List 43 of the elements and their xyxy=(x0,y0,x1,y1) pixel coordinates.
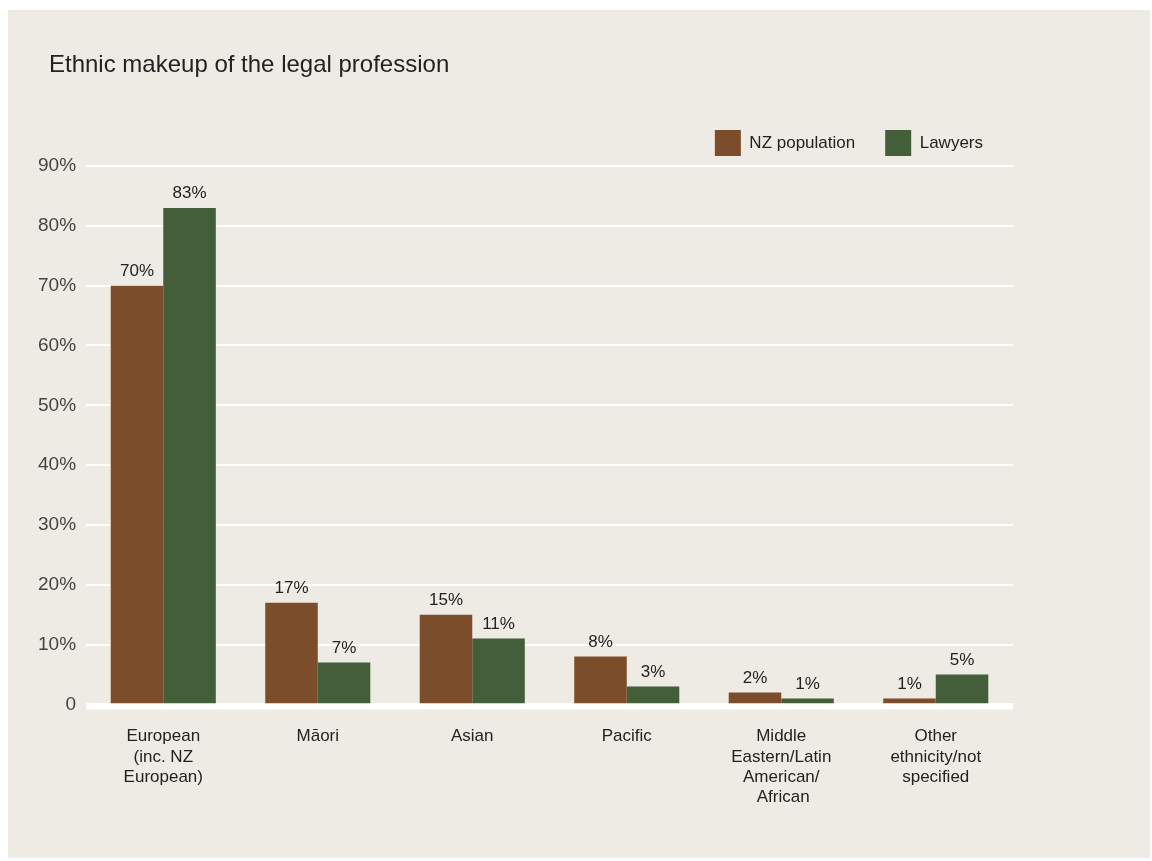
bar xyxy=(728,692,782,704)
text: 1% xyxy=(897,673,922,693)
text: 7% xyxy=(331,637,357,657)
x-tick-label: Asian xyxy=(451,726,494,746)
y-tick-label: 30% xyxy=(38,513,77,535)
text: 5% xyxy=(949,649,975,669)
y-tick-label: 50% xyxy=(38,393,77,415)
x-tick-label: Māori xyxy=(296,726,340,746)
y-tick-label: 60% xyxy=(38,333,77,355)
x-tick-label: European (inc. NZ European) xyxy=(123,726,203,787)
x-tick-label: Pacific xyxy=(601,726,653,746)
y-tick-label: 70% xyxy=(38,273,77,295)
bar xyxy=(626,686,680,704)
text: 83% xyxy=(172,183,207,203)
text: 70% xyxy=(120,260,155,280)
bar xyxy=(472,638,525,704)
x-tick-label: Other ethnicity/not specified xyxy=(890,726,982,787)
bar xyxy=(419,614,473,704)
text: 8% xyxy=(588,631,613,651)
text: 15% xyxy=(428,589,464,609)
y-tick-label: 10% xyxy=(38,632,77,654)
bar xyxy=(163,207,216,704)
x-tick-label: Middle Eastern/Latin American/ African xyxy=(731,726,832,807)
y-tick-label: 0 xyxy=(65,692,77,714)
y-tick-label: 20% xyxy=(38,572,77,594)
y-tick-label: 40% xyxy=(38,453,77,475)
bar xyxy=(110,285,164,704)
bar xyxy=(935,674,989,704)
text: 1% xyxy=(795,673,820,693)
bar xyxy=(781,698,834,704)
chart-title: Ethnic makeup of the legal profession xyxy=(49,50,450,78)
bar xyxy=(883,698,936,704)
text: 3% xyxy=(640,661,666,681)
bar xyxy=(265,602,318,704)
legend-label: Lawyers xyxy=(919,132,984,152)
y-tick-label: 90% xyxy=(38,154,77,176)
bar xyxy=(574,656,627,704)
legend-label: NZ population xyxy=(749,132,856,152)
bar xyxy=(317,662,371,704)
text: 17% xyxy=(274,577,309,597)
text: 11% xyxy=(482,613,515,633)
y-tick-label: 80% xyxy=(38,214,77,236)
text: 2% xyxy=(742,667,768,687)
